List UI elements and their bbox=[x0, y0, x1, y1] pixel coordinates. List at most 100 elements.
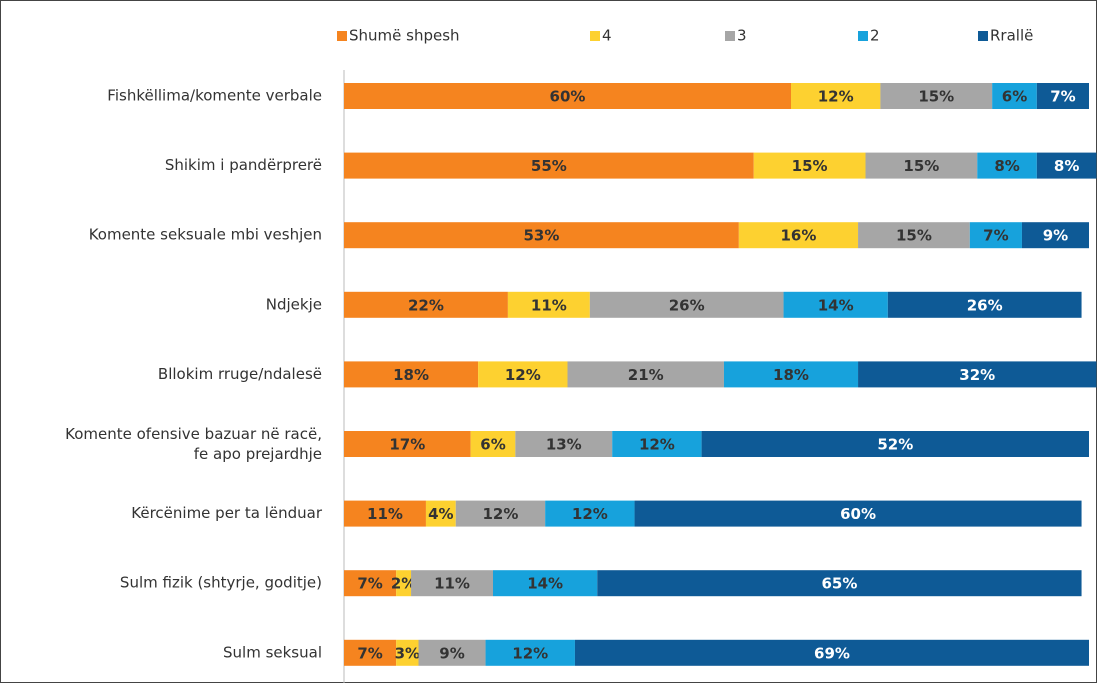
bar-segment bbox=[515, 431, 613, 457]
bar-segment bbox=[1036, 152, 1097, 179]
value-label: 32% bbox=[959, 366, 995, 384]
bar-segment bbox=[418, 639, 486, 666]
category-label-line: Komente ofensive bazuar në racë, bbox=[65, 425, 322, 443]
value-label: 13% bbox=[546, 436, 582, 454]
value-label: 52% bbox=[877, 436, 913, 454]
value-label: 9% bbox=[439, 644, 464, 662]
value-label: 8% bbox=[994, 157, 1019, 175]
value-label: 12% bbox=[505, 366, 541, 384]
value-label: 26% bbox=[669, 296, 705, 314]
bar-segment bbox=[478, 361, 568, 388]
value-label: 3% bbox=[395, 644, 420, 662]
value-label: 21% bbox=[628, 366, 664, 384]
legend-swatch bbox=[858, 31, 868, 41]
bar-segment bbox=[567, 361, 724, 388]
bar-segment bbox=[507, 291, 590, 318]
bar-segment bbox=[738, 222, 859, 249]
bar-segment bbox=[1036, 83, 1089, 109]
bar-segment bbox=[1021, 222, 1089, 249]
value-label: 12% bbox=[639, 436, 675, 454]
bar-segment bbox=[791, 83, 881, 109]
category-label: Kërcënime per ta lënduar bbox=[131, 504, 323, 522]
bar-segment bbox=[411, 570, 493, 597]
value-label: 55% bbox=[531, 157, 567, 175]
value-label: 22% bbox=[408, 296, 444, 314]
value-label: 17% bbox=[389, 436, 425, 454]
bar-segment bbox=[865, 152, 978, 179]
value-label: 9% bbox=[1043, 227, 1068, 245]
legend-label: 4 bbox=[602, 27, 612, 45]
bar-segment bbox=[470, 431, 516, 457]
value-label: 26% bbox=[967, 296, 1003, 314]
bar-segment bbox=[701, 431, 1089, 457]
value-label: 7% bbox=[1050, 88, 1075, 106]
value-label: 11% bbox=[367, 505, 403, 523]
category-label: Shikim i pandërprerë bbox=[165, 156, 322, 174]
bar-segment bbox=[858, 361, 1097, 388]
value-label: 7% bbox=[357, 575, 382, 593]
bar-segment bbox=[344, 500, 426, 527]
legend-swatch bbox=[337, 31, 347, 41]
bar-segment bbox=[485, 639, 575, 666]
value-label: 12% bbox=[818, 88, 854, 106]
value-label: 65% bbox=[821, 575, 857, 593]
value-label: 11% bbox=[434, 575, 470, 593]
legend-label: Rrallë bbox=[990, 27, 1033, 45]
value-label: 7% bbox=[357, 644, 382, 662]
bar-segment bbox=[344, 291, 508, 318]
bar-segment bbox=[425, 500, 456, 527]
value-label: 53% bbox=[523, 227, 559, 245]
bar-segment bbox=[880, 83, 993, 109]
bar-segment bbox=[344, 431, 471, 457]
value-label: 6% bbox=[1002, 88, 1027, 106]
value-label: 60% bbox=[840, 505, 876, 523]
category-label: Komente seksuale mbi veshjen bbox=[89, 226, 322, 244]
legend-label: 2 bbox=[870, 27, 880, 45]
bar-segment bbox=[887, 291, 1082, 318]
category-label: Fishkëllima/komente verbale bbox=[107, 87, 322, 105]
bar-segment bbox=[753, 152, 866, 179]
value-label: 14% bbox=[818, 296, 854, 314]
value-label: 11% bbox=[531, 296, 567, 314]
bar-segment bbox=[545, 500, 635, 527]
bar-segment bbox=[493, 570, 598, 597]
bar-segment bbox=[396, 639, 419, 666]
value-label: 6% bbox=[480, 436, 505, 454]
category-label: Bllokim rruge/ndalesë bbox=[158, 365, 322, 383]
bar-segment bbox=[344, 222, 739, 249]
bar-segment bbox=[344, 152, 754, 179]
bar-segment bbox=[344, 570, 397, 597]
bar-segment bbox=[783, 291, 888, 318]
bar-segment bbox=[589, 291, 784, 318]
category-label: Ndjekje bbox=[266, 295, 322, 313]
value-label: 12% bbox=[512, 644, 548, 662]
bar-segment bbox=[574, 639, 1089, 666]
value-label: 16% bbox=[780, 227, 816, 245]
legend-swatch bbox=[725, 31, 735, 41]
value-label: 4% bbox=[428, 505, 453, 523]
value-label: 69% bbox=[814, 644, 850, 662]
value-label: 60% bbox=[550, 88, 586, 106]
value-label: 12% bbox=[482, 505, 518, 523]
category-label: Sulm fizik (shtyrje, goditje) bbox=[120, 574, 322, 592]
bar-segment bbox=[858, 222, 970, 249]
category-label: Komente ofensive bazuar në racë, fe apo p… bbox=[65, 425, 322, 463]
value-label: 18% bbox=[393, 366, 429, 384]
bar-segment bbox=[977, 152, 1037, 179]
bar-segment bbox=[723, 361, 859, 388]
legend-swatch bbox=[978, 31, 988, 41]
bar-segment bbox=[344, 639, 397, 666]
value-label: 15% bbox=[918, 88, 954, 106]
value-label: 7% bbox=[983, 227, 1008, 245]
value-label: 15% bbox=[903, 157, 939, 175]
value-label: 15% bbox=[792, 157, 828, 175]
legend-swatch bbox=[590, 31, 600, 41]
bar-segment bbox=[969, 222, 1022, 249]
legend-label: Shumë shpesh bbox=[349, 27, 460, 45]
value-label: 8% bbox=[1054, 157, 1079, 175]
bar-segment bbox=[344, 83, 791, 109]
bar-segment bbox=[396, 570, 412, 597]
value-label: 14% bbox=[527, 575, 563, 593]
bar-segment bbox=[597, 570, 1082, 597]
